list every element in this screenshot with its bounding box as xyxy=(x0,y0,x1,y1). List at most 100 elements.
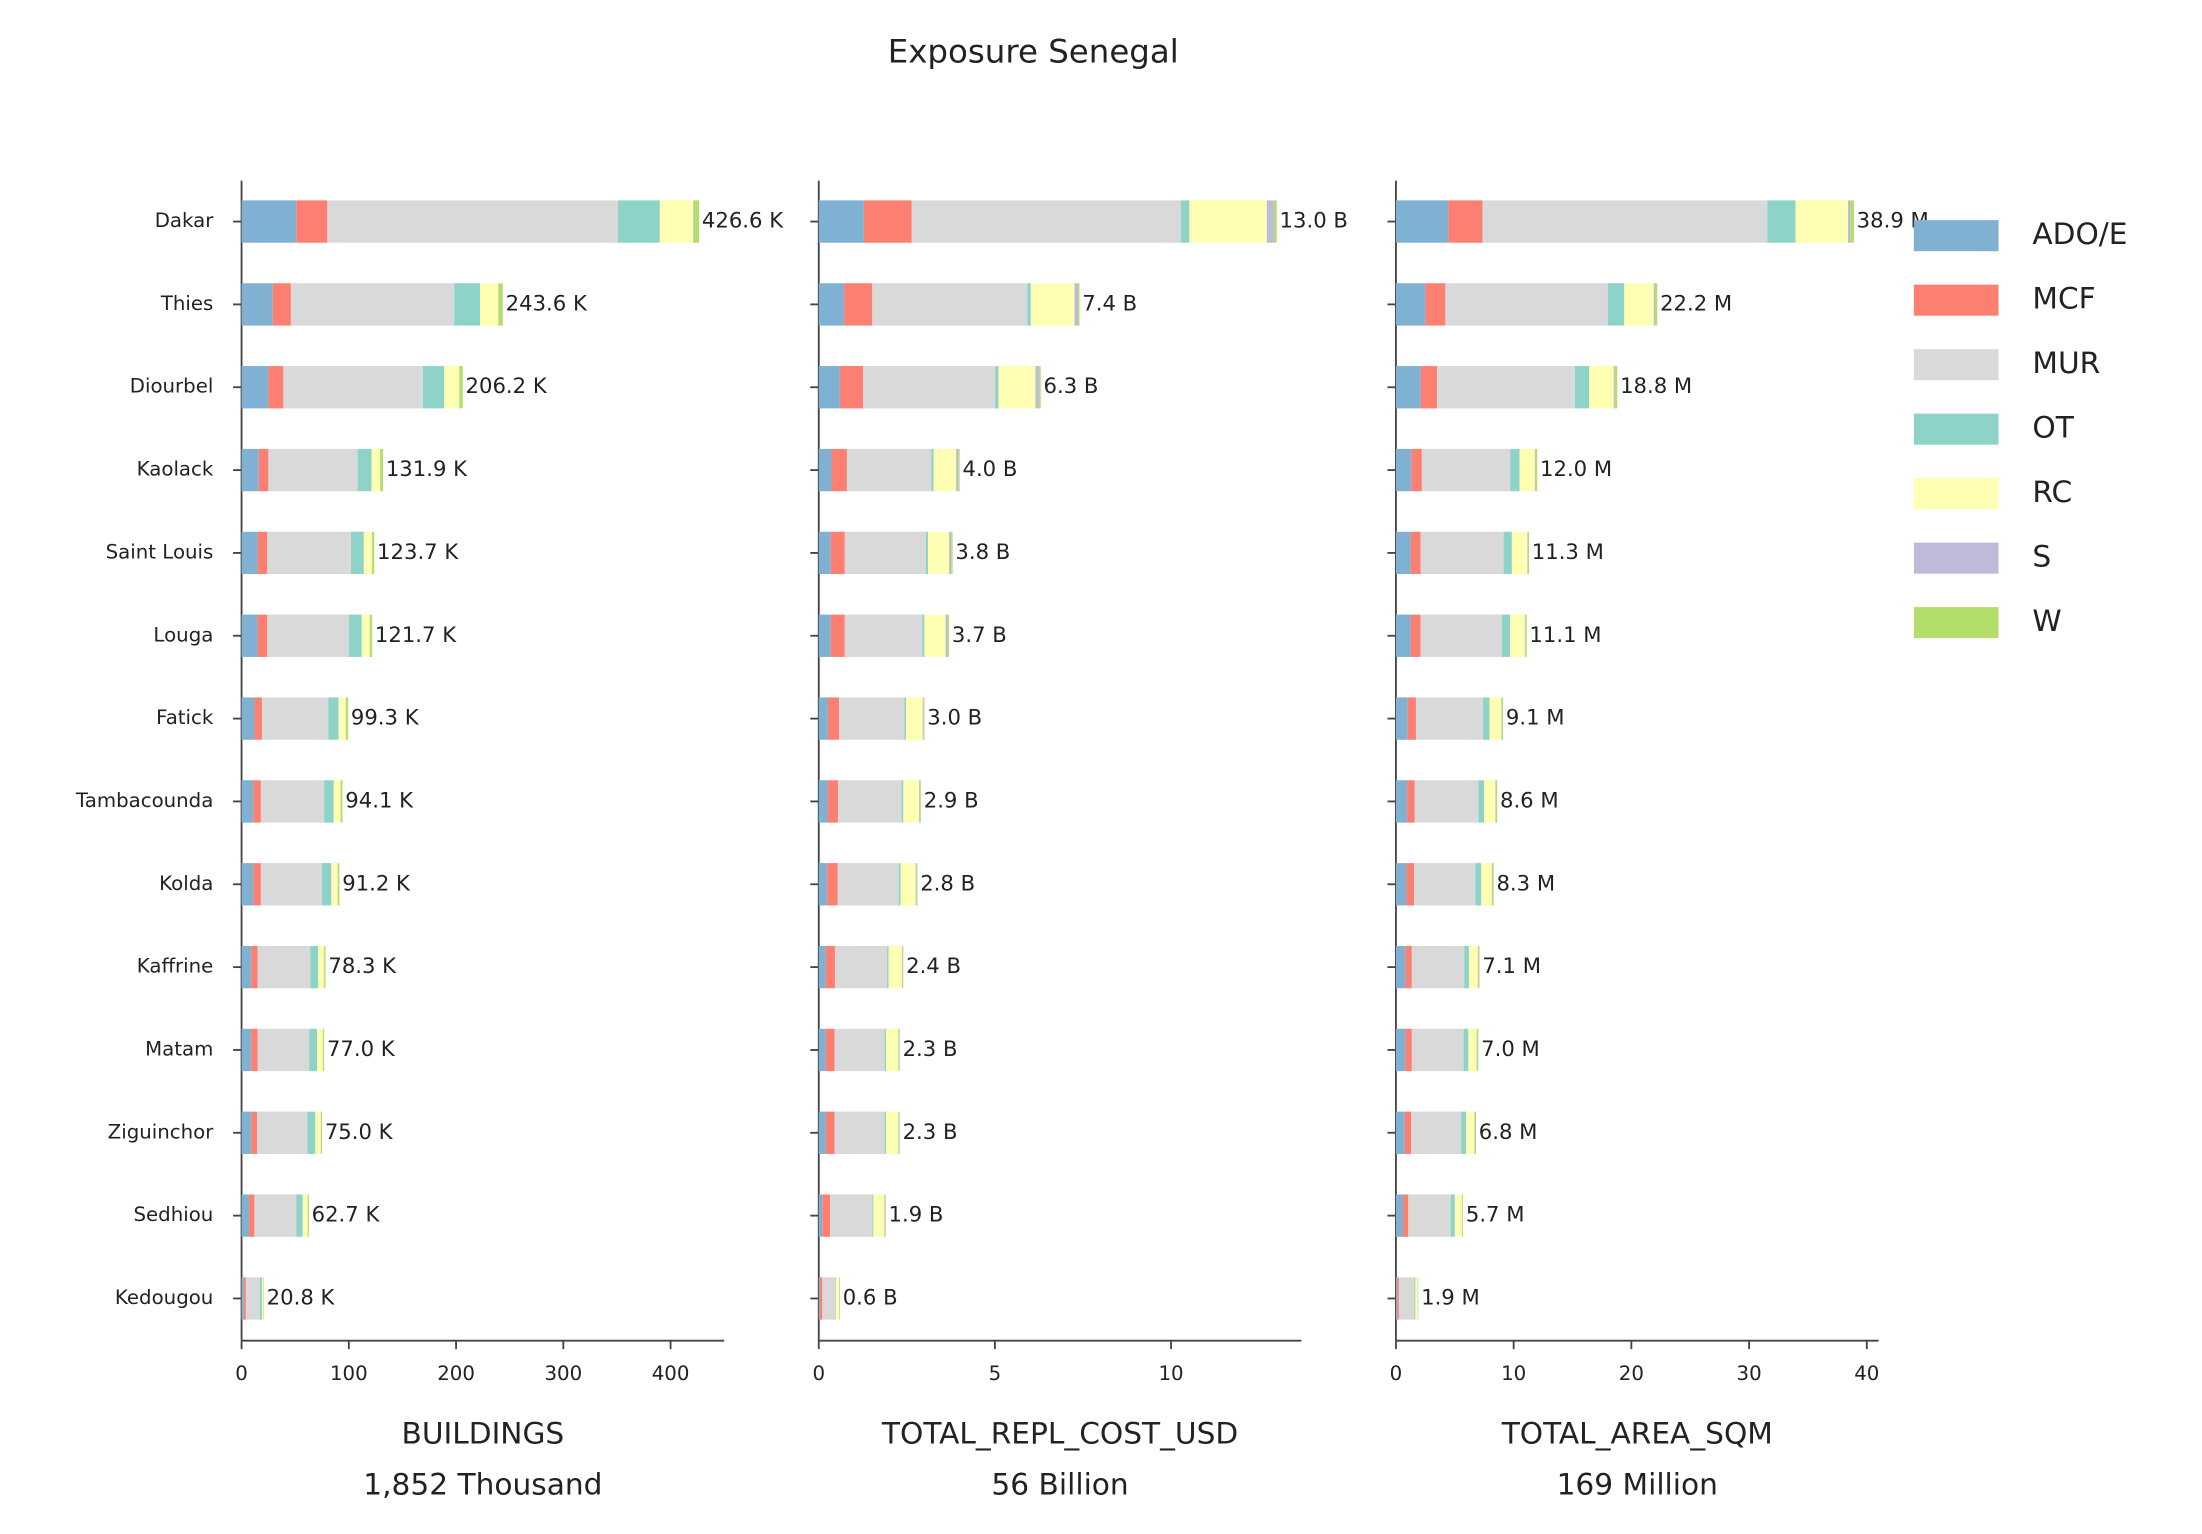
bar-segment xyxy=(241,614,258,657)
y-tick-label: Saint Louis xyxy=(106,540,214,563)
bar-segment xyxy=(818,614,831,657)
bar-segment xyxy=(839,697,905,740)
bar-segment xyxy=(1395,614,1411,657)
x-tick-label: 400 xyxy=(652,1362,690,1385)
total-label: 123.7 K xyxy=(377,539,459,564)
bar-segment xyxy=(693,200,700,243)
x-tick-label: 0 xyxy=(1390,1362,1403,1385)
bar-segment xyxy=(1395,1111,1405,1154)
bar-segment xyxy=(818,1028,826,1072)
bar-segment xyxy=(257,1028,310,1072)
x-tick-label: 40 xyxy=(1854,1362,1879,1385)
bar-segment xyxy=(251,1111,258,1154)
bar-segment xyxy=(838,780,902,823)
bar-segment xyxy=(931,448,934,492)
bar-segment xyxy=(1527,531,1529,575)
bar-segment xyxy=(1478,945,1480,989)
bar-segment xyxy=(818,697,828,740)
bar-segment xyxy=(296,200,328,243)
bar-segment xyxy=(834,1111,885,1154)
total-label: 1.9 M xyxy=(1421,1284,1480,1309)
bar-segment xyxy=(898,1111,900,1154)
bar-segment xyxy=(995,366,999,409)
bar-segment xyxy=(296,1194,303,1237)
bar-segment xyxy=(951,531,953,575)
bar-segment xyxy=(1074,283,1079,326)
bar-segment xyxy=(1395,448,1412,492)
total-label: 7.4 B xyxy=(1082,290,1137,315)
bar-segment xyxy=(818,366,840,409)
bar-segment xyxy=(1654,283,1658,326)
bar-segment xyxy=(1395,283,1426,326)
bar-segment xyxy=(257,1111,308,1154)
bar-segment xyxy=(1477,1028,1479,1072)
bar-segment xyxy=(1411,448,1422,492)
bar-segment xyxy=(1411,945,1465,989)
bar-segment xyxy=(261,697,329,740)
bar-segment xyxy=(1653,283,1655,326)
bar-segment xyxy=(1461,1111,1466,1154)
total-label: 131.9 K xyxy=(386,456,468,481)
bar-segment xyxy=(818,863,828,906)
legend-label: S xyxy=(2032,539,2051,574)
bar-segment xyxy=(834,1028,885,1072)
bar-segment xyxy=(844,531,926,575)
x-axis-sublabel: 169 Million xyxy=(1557,1467,1718,1502)
bar-segment xyxy=(884,1194,886,1237)
legend-swatch xyxy=(1913,220,1999,252)
total-label: 5.7 M xyxy=(1466,1202,1525,1227)
bar-segment xyxy=(1624,283,1654,326)
bar-segment xyxy=(422,366,445,409)
total-label: 78.3 K xyxy=(328,953,397,978)
bar-segment xyxy=(1468,1028,1477,1072)
total-label: 11.3 M xyxy=(1532,539,1604,564)
bar-segment xyxy=(900,863,916,906)
bar-segment xyxy=(1395,863,1407,906)
bar-segment xyxy=(1527,531,1528,575)
x-axis-label: TOTAL_REPL_COST_USD xyxy=(881,1416,1238,1451)
bar-segment xyxy=(241,283,273,326)
bar-segment xyxy=(863,366,996,409)
bar-segment xyxy=(1411,1111,1462,1154)
bar-segment xyxy=(1397,1277,1399,1320)
bar-segment xyxy=(1414,863,1476,906)
bar-segment xyxy=(844,614,923,657)
bar-segment xyxy=(901,780,904,823)
bar-segment xyxy=(927,531,950,575)
y-tick-label: Matam xyxy=(145,1037,213,1060)
bar-segment xyxy=(1477,945,1479,989)
bar-segment xyxy=(904,697,907,740)
x-tick-label: 200 xyxy=(437,1362,475,1385)
bar-segment xyxy=(1476,1028,1478,1072)
total-label: 7.1 M xyxy=(1482,953,1541,978)
bar-segment xyxy=(361,614,370,657)
bar-segment xyxy=(1078,283,1080,326)
bar-segment xyxy=(659,200,694,243)
bar-segment xyxy=(1481,863,1492,906)
bar-segment xyxy=(1524,614,1526,657)
bar-segment xyxy=(315,1111,321,1154)
bar-segment xyxy=(902,945,904,989)
x-tick-label: 10 xyxy=(1158,1362,1183,1385)
bar-segment xyxy=(1510,614,1525,657)
bar-segment xyxy=(830,614,845,657)
bar-segment xyxy=(1613,366,1615,409)
y-tick-label: Kaffrine xyxy=(137,955,214,978)
legend-swatch xyxy=(1913,607,1999,639)
bar-segment xyxy=(267,531,351,575)
bar-segment xyxy=(267,614,349,657)
x-tick-label: 20 xyxy=(1619,1362,1644,1385)
bar-segment xyxy=(827,780,839,823)
total-label: 7.0 M xyxy=(1481,1036,1540,1061)
x-tick-label: 300 xyxy=(544,1362,582,1385)
bar-segment xyxy=(1395,1194,1404,1237)
bar-segment xyxy=(846,448,932,492)
bar-segment xyxy=(268,448,358,492)
bar-segment xyxy=(454,283,480,326)
bar-segment xyxy=(924,614,946,657)
total-label: 6.8 M xyxy=(1479,1119,1538,1144)
bar-segment xyxy=(922,697,924,740)
bar-segment xyxy=(1421,448,1511,492)
bar-segment xyxy=(241,1028,252,1072)
bar-segment xyxy=(1420,366,1438,409)
